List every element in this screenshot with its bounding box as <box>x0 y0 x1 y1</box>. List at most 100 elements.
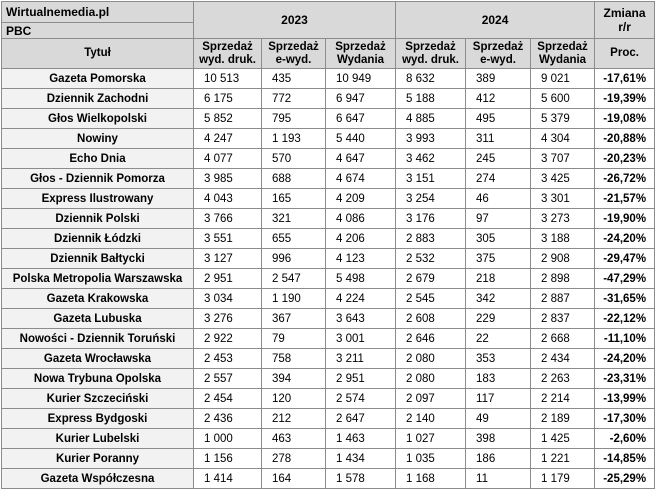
total-2024-cell: 2 434 <box>530 348 596 369</box>
e-2024-cell: 412 <box>465 88 532 109</box>
change-pct-cell: -21,57% <box>594 188 655 209</box>
print-2023-cell: 5 852 <box>193 108 262 129</box>
e-2023-cell: 1 193 <box>261 128 326 149</box>
e-2023-cell: 164 <box>261 468 326 489</box>
e-2023-cell: 394 <box>261 368 326 389</box>
print-2023-cell: 4 247 <box>193 128 262 149</box>
e-2023-cell: 463 <box>261 428 326 449</box>
table-row: Dziennik Bałtycki 3 127 996 4 123 2 532 375 2 … <box>1 248 655 269</box>
total-2023-cell: 4 224 <box>324 288 397 309</box>
total-2024-cell: 4 304 <box>530 128 596 149</box>
row-title: Gazeta Wrocławska <box>1 348 194 369</box>
total-2023-cell: 3 211 <box>324 348 397 369</box>
change-pct-cell: -19,39% <box>594 88 655 109</box>
col-print-2024-header: Sprzedaż wyd. druk. <box>395 38 467 69</box>
total-2023-cell: 5 498 <box>324 268 397 289</box>
table-row: Kurier Lubelski 1 000 463 1 463 1 027 398 1 42… <box>1 428 655 449</box>
e-2024-cell: 46 <box>465 188 532 209</box>
print-2024-cell: 1 168 <box>395 468 467 489</box>
print-2023-cell: 3 276 <box>193 308 262 329</box>
print-2023-cell: 1 414 <box>193 468 262 489</box>
total-2023-cell: 4 123 <box>324 248 397 269</box>
e-2023-cell: 688 <box>261 168 326 189</box>
e-2024-cell: 186 <box>465 448 532 469</box>
total-2024-cell: 2 887 <box>530 288 596 309</box>
print-2024-cell: 1 035 <box>395 448 467 469</box>
change-pct-cell: -31,65% <box>594 288 655 309</box>
e-2023-cell: 570 <box>261 148 326 169</box>
row-title: Głos - Dziennik Pomorza <box>1 168 194 189</box>
total-2024-cell: 2 898 <box>530 268 596 289</box>
print-2024-cell: 1 027 <box>395 428 467 449</box>
print-2024-cell: 2 097 <box>395 388 467 409</box>
table-row: Gazeta Lubuska 3 276 367 3 643 2 608 229 2 837… <box>1 308 655 329</box>
row-title: Nowiny <box>1 128 194 149</box>
total-2024-cell: 1 221 <box>530 448 596 469</box>
table-row: Głos Wielkopolski 5 852 795 6 647 4 885 495 5 … <box>1 108 655 129</box>
row-title: Express Bydgoski <box>1 408 194 429</box>
total-2023-cell: 1 463 <box>324 428 397 449</box>
table-row: Express Ilustrowany 4 043 165 4 209 3 254 46 3… <box>1 188 655 209</box>
print-2024-cell: 2 883 <box>395 228 467 249</box>
e-2023-cell: 165 <box>261 188 326 209</box>
table-row: Gazeta Współczesna 1 414 164 1 578 1 168 11 1 … <box>1 468 655 489</box>
print-2023-cell: 3 034 <box>193 288 262 309</box>
print-2024-cell: 3 462 <box>395 148 467 169</box>
e-2024-cell: 97 <box>465 208 532 229</box>
total-2023-cell: 10 949 <box>324 68 397 89</box>
e-2024-cell: 375 <box>465 248 532 269</box>
row-title: Nowa Trybuna Opolska <box>1 368 194 389</box>
print-2023-cell: 3 127 <box>193 248 262 269</box>
print-2024-cell: 3 993 <box>395 128 467 149</box>
print-2023-cell: 2 454 <box>193 388 262 409</box>
print-2024-cell: 2 532 <box>395 248 467 269</box>
col-total-2023-header: Sprzedaż Wydania <box>324 38 397 69</box>
change-pct-cell: -47,29% <box>594 268 655 289</box>
total-2024-cell: 9 021 <box>530 68 596 89</box>
e-2024-cell: 49 <box>465 408 532 429</box>
e-2023-cell: 435 <box>261 68 326 89</box>
e-2024-cell: 305 <box>465 228 532 249</box>
row-title: Gazeta Współczesna <box>1 468 194 489</box>
table-row: Express Bydgoski 2 436 212 2 647 2 140 49 2 18… <box>1 408 655 429</box>
e-2024-cell: 218 <box>465 268 532 289</box>
row-title: Dziennik Zachodni <box>1 88 194 109</box>
total-2024-cell: 2 668 <box>530 328 596 349</box>
change-pct-cell: -26,72% <box>594 168 655 189</box>
print-2024-cell: 8 632 <box>395 68 467 89</box>
e-2023-cell: 1 190 <box>261 288 326 309</box>
print-2024-cell: 5 188 <box>395 88 467 109</box>
e-2024-cell: 495 <box>465 108 532 129</box>
e-2024-cell: 183 <box>465 368 532 389</box>
table-row: Nowiny 4 247 1 193 5 440 3 993 311 4 304 -20,88… <box>1 128 655 149</box>
total-2024-cell: 3 707 <box>530 148 596 169</box>
change-pct-cell: -14,85% <box>594 448 655 469</box>
source-label: Wirtualnemedia.pl <box>1 1 194 23</box>
total-2024-cell: 3 273 <box>530 208 596 229</box>
change-pct-cell: -17,61% <box>594 68 655 89</box>
print-2024-cell: 2 608 <box>395 308 467 329</box>
total-2024-cell: 3 425 <box>530 168 596 189</box>
total-2023-cell: 4 647 <box>324 148 397 169</box>
table-row: Głos - Dziennik Pomorza 3 985 688 4 674 3 15… <box>1 168 655 189</box>
row-title: Kurier Lubelski <box>1 428 194 449</box>
total-2023-cell: 1 578 <box>324 468 397 489</box>
col-pct-header: Proc. <box>594 38 655 69</box>
col-total-2024-header: Sprzedaż Wydania <box>530 38 596 69</box>
col-title-header: Tytuł <box>1 38 194 69</box>
print-2024-cell: 2 545 <box>395 288 467 309</box>
e-2023-cell: 278 <box>261 448 326 469</box>
total-2023-cell: 5 440 <box>324 128 397 149</box>
e-2024-cell: 245 <box>465 148 532 169</box>
e-2024-cell: 398 <box>465 428 532 449</box>
table-row: Nowości - Dziennik Toruński 2 922 79 3 001 2… <box>1 328 655 349</box>
total-2024-cell: 1 425 <box>530 428 596 449</box>
print-2023-cell: 3 766 <box>193 208 262 229</box>
total-2024-cell: 2 908 <box>530 248 596 269</box>
print-2023-cell: 2 922 <box>193 328 262 349</box>
table-row: Kurier Poranny 1 156 278 1 434 1 035 186 1 221… <box>1 448 655 469</box>
change-pct-cell: -19,08% <box>594 108 655 129</box>
table-row: Gazeta Krakowska 3 034 1 190 4 224 2 545 342 2… <box>1 288 655 309</box>
print-2024-cell: 2 140 <box>395 408 467 429</box>
